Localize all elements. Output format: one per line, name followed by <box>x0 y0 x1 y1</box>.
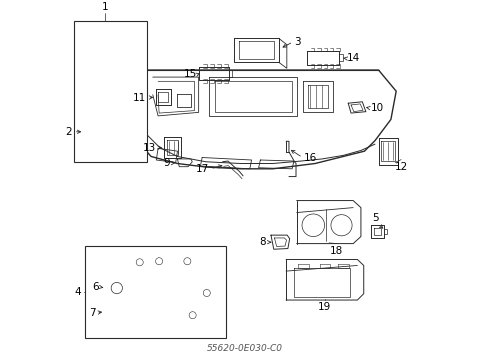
Text: 5: 5 <box>372 213 378 223</box>
Text: 2: 2 <box>65 127 72 137</box>
Text: 19: 19 <box>318 302 331 312</box>
Text: 8: 8 <box>259 237 266 247</box>
Text: 55620-0E030-C0: 55620-0E030-C0 <box>206 344 282 353</box>
Text: 1: 1 <box>102 2 108 12</box>
Text: 16: 16 <box>303 153 316 162</box>
Text: 13: 13 <box>142 143 155 153</box>
Text: 7: 7 <box>89 308 96 318</box>
Text: 10: 10 <box>370 103 383 113</box>
Text: 3: 3 <box>293 37 300 47</box>
Text: 14: 14 <box>346 53 359 63</box>
Text: 12: 12 <box>394 162 407 172</box>
Text: 11: 11 <box>133 93 146 103</box>
Text: 18: 18 <box>329 246 343 256</box>
Text: 17: 17 <box>196 164 209 174</box>
Text: 9: 9 <box>163 158 169 168</box>
Text: 15: 15 <box>183 69 197 79</box>
Bar <box>85 246 225 338</box>
Text: 6: 6 <box>92 282 99 292</box>
Text: 4: 4 <box>75 287 81 297</box>
Bar <box>74 21 146 162</box>
